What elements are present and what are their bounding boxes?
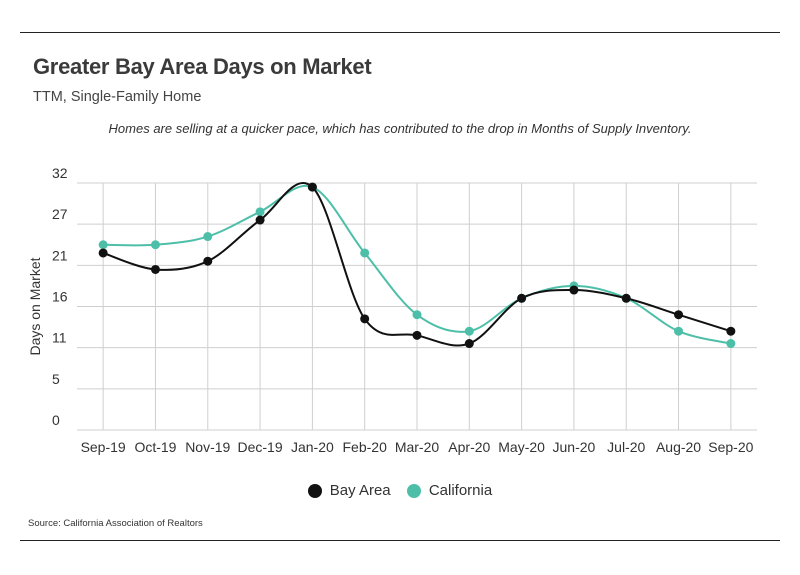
data-point-california [674, 326, 684, 336]
chart-subtitle: TTM, Single-Family Home [33, 89, 202, 105]
x-tick-label: Jan-20 [291, 439, 334, 455]
y-tick-label: 0 [52, 412, 60, 428]
data-point-bay-area [621, 293, 631, 303]
legend-item-bay-area: Bay Area [307, 482, 391, 499]
data-point-bay-area [464, 339, 474, 349]
y-tick-label: 32 [52, 165, 68, 181]
data-point-california [464, 326, 474, 336]
line-chart: 0 5 11 16 21 27 32 Sep-19 Oct-19 Nov-19 Dec-19 Jan-… [27, 165, 757, 455]
source-note: Source: California Association of Realto… [28, 518, 203, 529]
x-tick-label: Apr-20 [448, 439, 490, 455]
data-point-bay-area [569, 285, 579, 295]
data-point-bay-area [412, 330, 422, 340]
x-tick-label: May-20 [498, 439, 545, 455]
data-point-bay-area [307, 182, 317, 192]
x-tick-label: Nov-19 [185, 439, 230, 455]
legend-swatch-california [406, 483, 421, 498]
y-tick-label: 21 [52, 247, 68, 263]
legend-item-california: California [406, 482, 493, 499]
x-tick-label: Oct-19 [134, 439, 176, 455]
data-point-california [726, 339, 736, 349]
legend: Bay Area California [0, 482, 800, 502]
chart-note: Homes are selling at a quicker pace, whi… [108, 121, 692, 136]
legend-swatch-bay-area [307, 483, 322, 498]
x-tick-label: Aug-20 [656, 439, 701, 455]
data-point-california [412, 310, 422, 320]
legend-label-california: California [428, 482, 493, 499]
data-point-california [255, 207, 265, 217]
data-point-bay-area [98, 248, 108, 258]
data-point-bay-area [255, 215, 265, 225]
data-point-bay-area [203, 256, 213, 266]
x-tick-label: Jun-20 [553, 439, 596, 455]
data-point-bay-area [360, 314, 370, 324]
data-point-california [150, 240, 160, 250]
data-point-california [203, 232, 213, 242]
y-tick-label: 5 [52, 371, 60, 387]
y-tick-label: 11 [52, 330, 67, 346]
data-point-bay-area [517, 293, 527, 303]
y-tick-label: 16 [52, 289, 68, 305]
legend-label-bay-area: Bay Area [329, 482, 391, 499]
bottom-rule [20, 540, 780, 541]
data-point-california [98, 240, 108, 250]
y-axis-label: Days on Market [27, 257, 43, 355]
x-tick-label: Sep-19 [81, 439, 126, 455]
chart-title: Greater Bay Area Days on Market [33, 54, 372, 79]
x-tick-label: Mar-20 [395, 439, 440, 455]
data-point-bay-area [726, 326, 736, 336]
x-tick-label: Sep-20 [708, 439, 753, 455]
y-tick-label: 27 [52, 206, 68, 222]
x-tick-label: Jul-20 [607, 439, 645, 455]
top-rule [20, 32, 780, 33]
data-point-bay-area [674, 310, 684, 320]
data-point-california [360, 248, 370, 258]
x-tick-label: Dec-19 [238, 439, 283, 455]
x-tick-label: Feb-20 [343, 439, 388, 455]
data-point-bay-area [150, 264, 160, 274]
